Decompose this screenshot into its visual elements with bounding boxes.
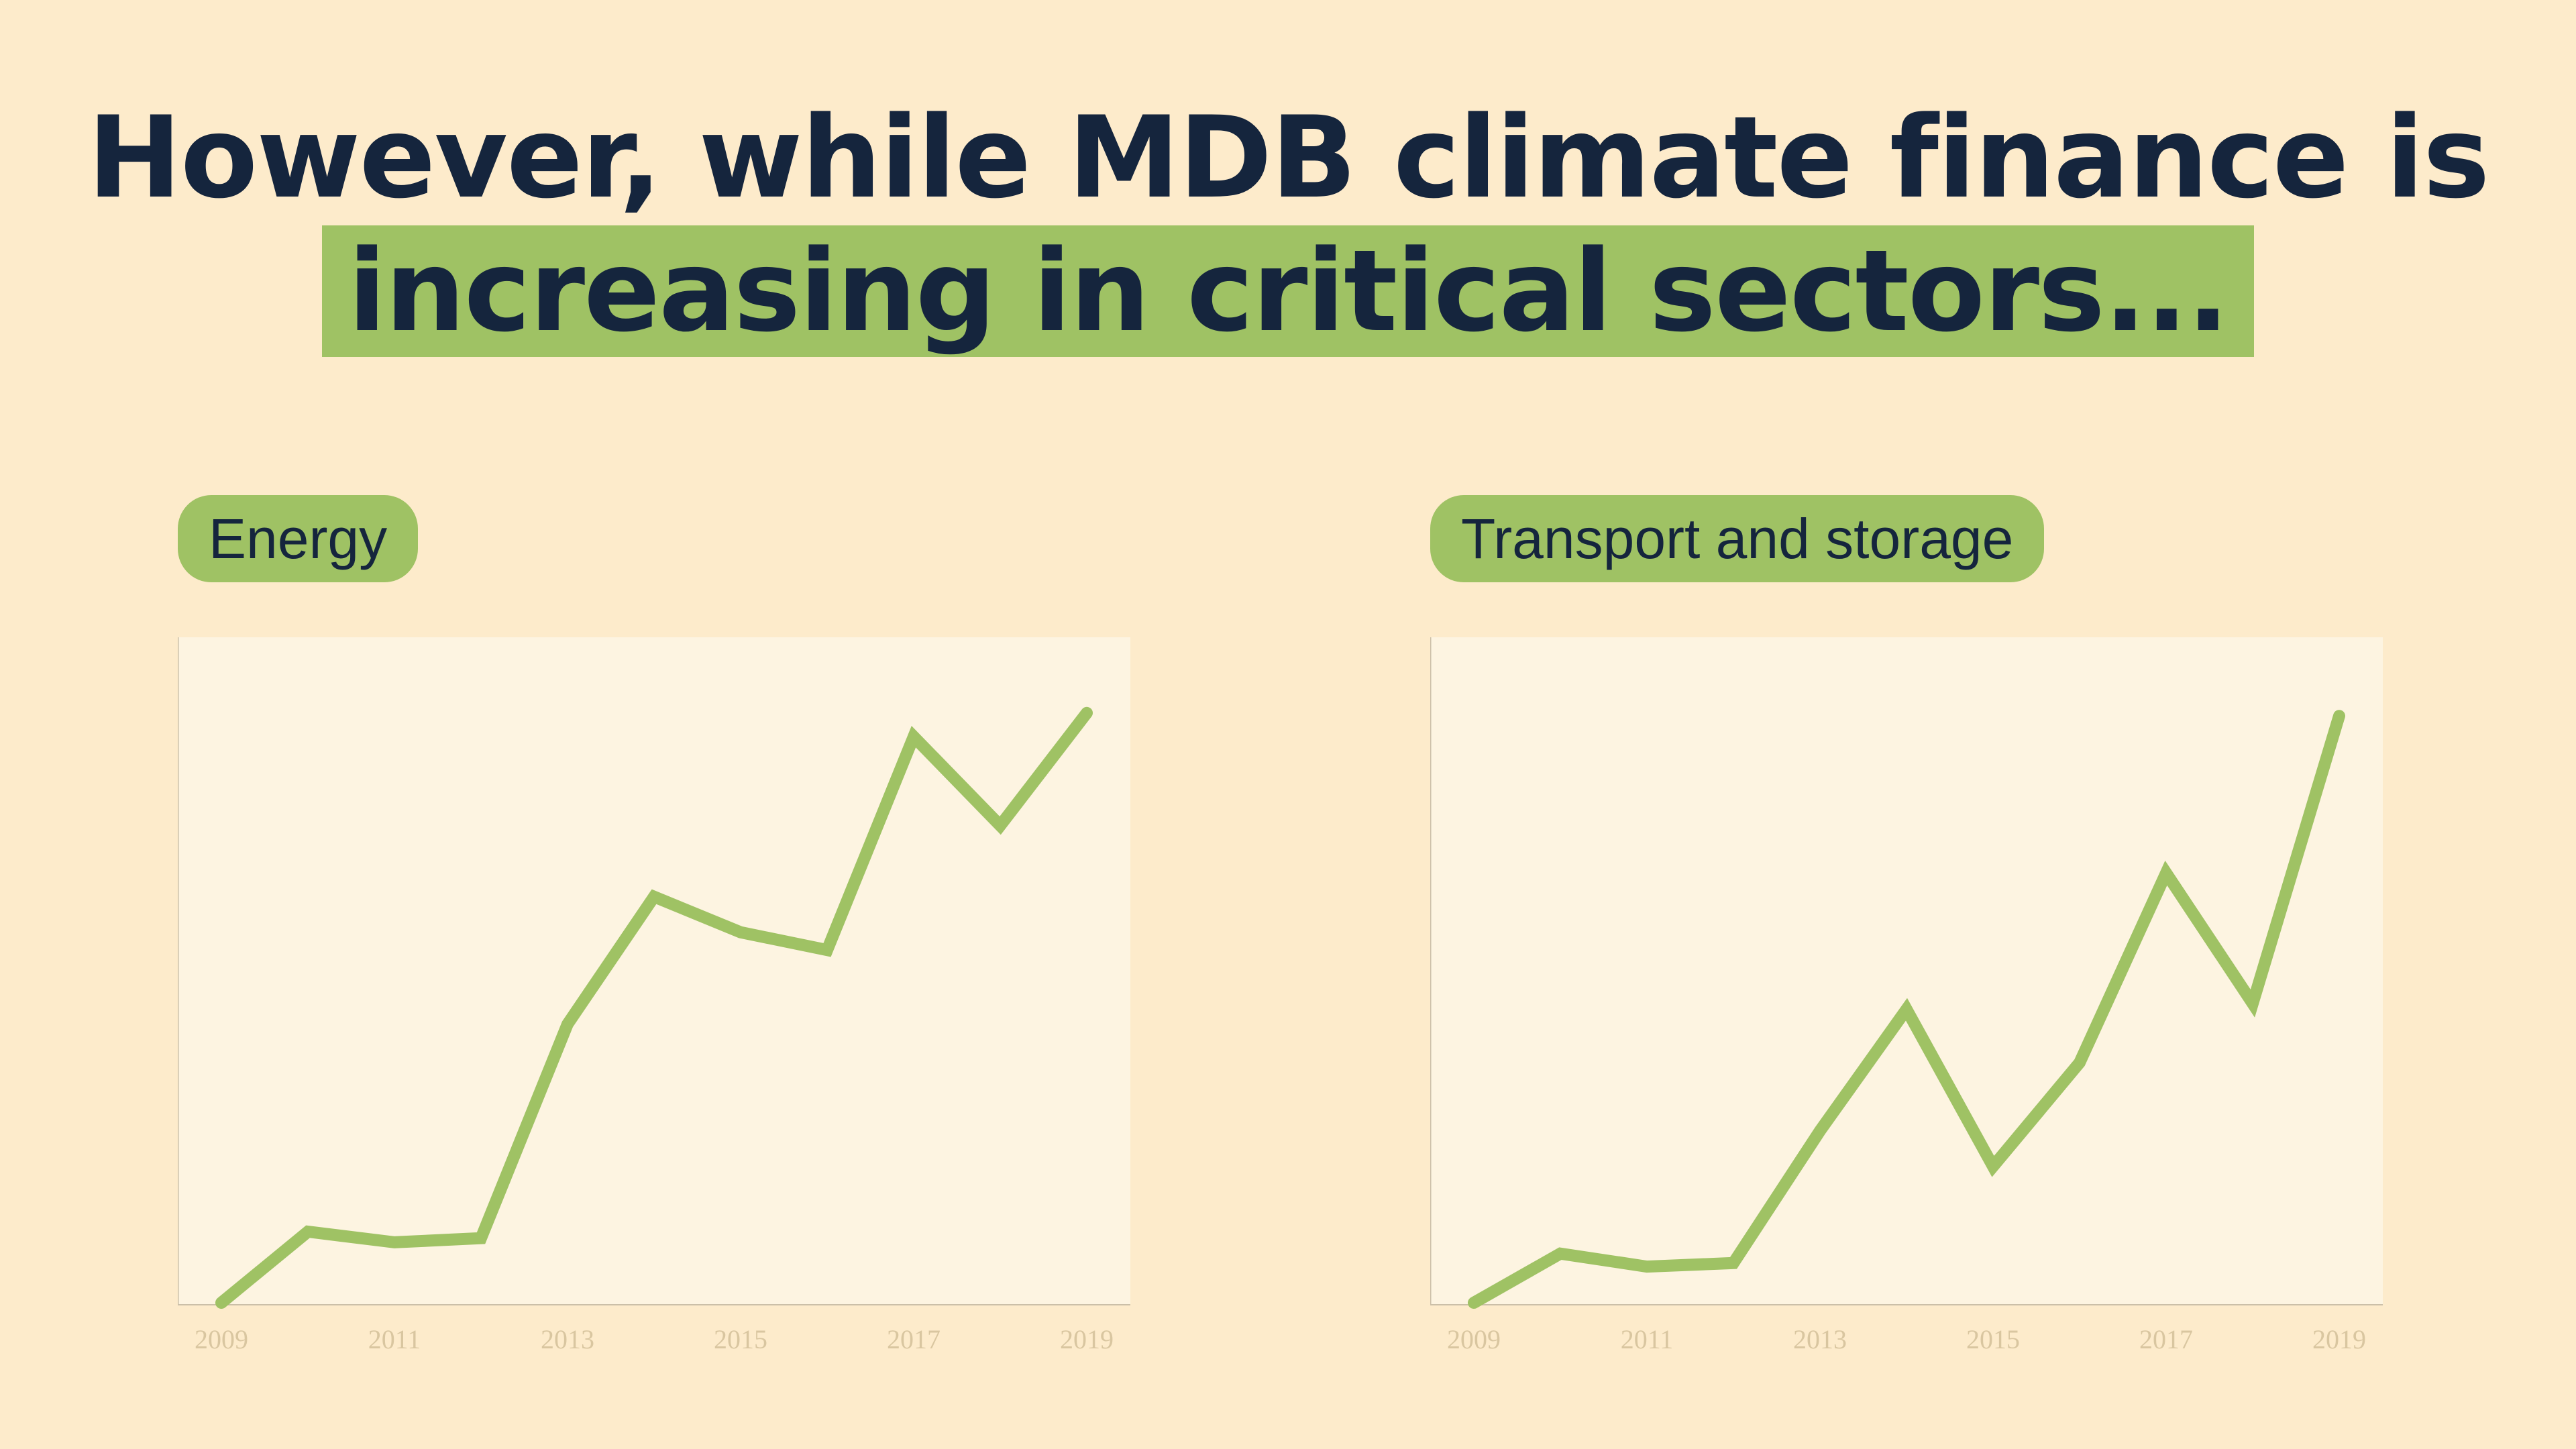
x-tick-label: 2013 <box>1793 1324 1847 1354</box>
data-point <box>2338 714 2341 717</box>
axis-line <box>178 637 1130 1305</box>
data-point <box>653 896 655 898</box>
data-point <box>2078 1061 2081 1064</box>
data-point <box>1992 1165 1994 1168</box>
x-tick-label: 2015 <box>1966 1324 2020 1354</box>
transport-chart-label: Transport and storage <box>1430 495 2045 582</box>
data-point <box>1472 1301 1475 1304</box>
data-point <box>480 1237 482 1240</box>
chart-svg: 2009 2011 2013 2015 2017 2019 <box>178 637 1130 1354</box>
data-point <box>826 949 828 951</box>
data-point <box>1732 1262 1735 1265</box>
plot-area <box>178 637 1130 1305</box>
x-tick-label: 2017 <box>2139 1324 2193 1354</box>
data-point <box>1905 1008 1908 1011</box>
data-point <box>999 824 1002 827</box>
data-point <box>739 931 742 934</box>
title-line-2-highlight: increasing in critical sectors... <box>322 225 2254 357</box>
data-point <box>220 1301 223 1304</box>
x-tick-label: 2019 <box>1060 1324 1114 1354</box>
data-point <box>1819 1130 1821 1132</box>
data-point <box>566 1023 569 1026</box>
x-tick-label: 2009 <box>1447 1324 1501 1354</box>
transport-chart: 2009 2011 2013 2015 2017 2019 <box>1430 637 2383 1375</box>
data-point <box>912 735 915 738</box>
axis-line <box>1430 637 2383 1305</box>
plot-area <box>1430 637 2383 1305</box>
data-point <box>1559 1252 1562 1255</box>
data-point <box>2165 871 2167 874</box>
data-point <box>1646 1265 1648 1268</box>
x-tick-label: 2011 <box>368 1324 421 1354</box>
data-point <box>307 1230 309 1233</box>
x-tick-label: 2019 <box>2312 1324 2366 1354</box>
x-tick-label: 2013 <box>541 1324 594 1354</box>
x-tick-label: 2011 <box>1621 1324 1674 1354</box>
data-point <box>1085 712 1088 714</box>
chart-svg: 2009 2011 2013 2015 2017 2019 <box>1430 637 2383 1354</box>
data-point <box>393 1241 396 1244</box>
data-point <box>2251 1002 2254 1005</box>
x-tick-label: 2009 <box>195 1324 248 1354</box>
page-title: However, while MDB climate finance is in… <box>0 94 2576 357</box>
energy-chart: 2009 2011 2013 2015 2017 2019 <box>178 637 1130 1375</box>
title-line-1: However, while MDB climate finance is <box>87 92 2489 223</box>
x-tick-label: 2017 <box>887 1324 941 1354</box>
x-tick-label: 2015 <box>714 1324 767 1354</box>
energy-chart-label: Energy <box>178 495 419 582</box>
